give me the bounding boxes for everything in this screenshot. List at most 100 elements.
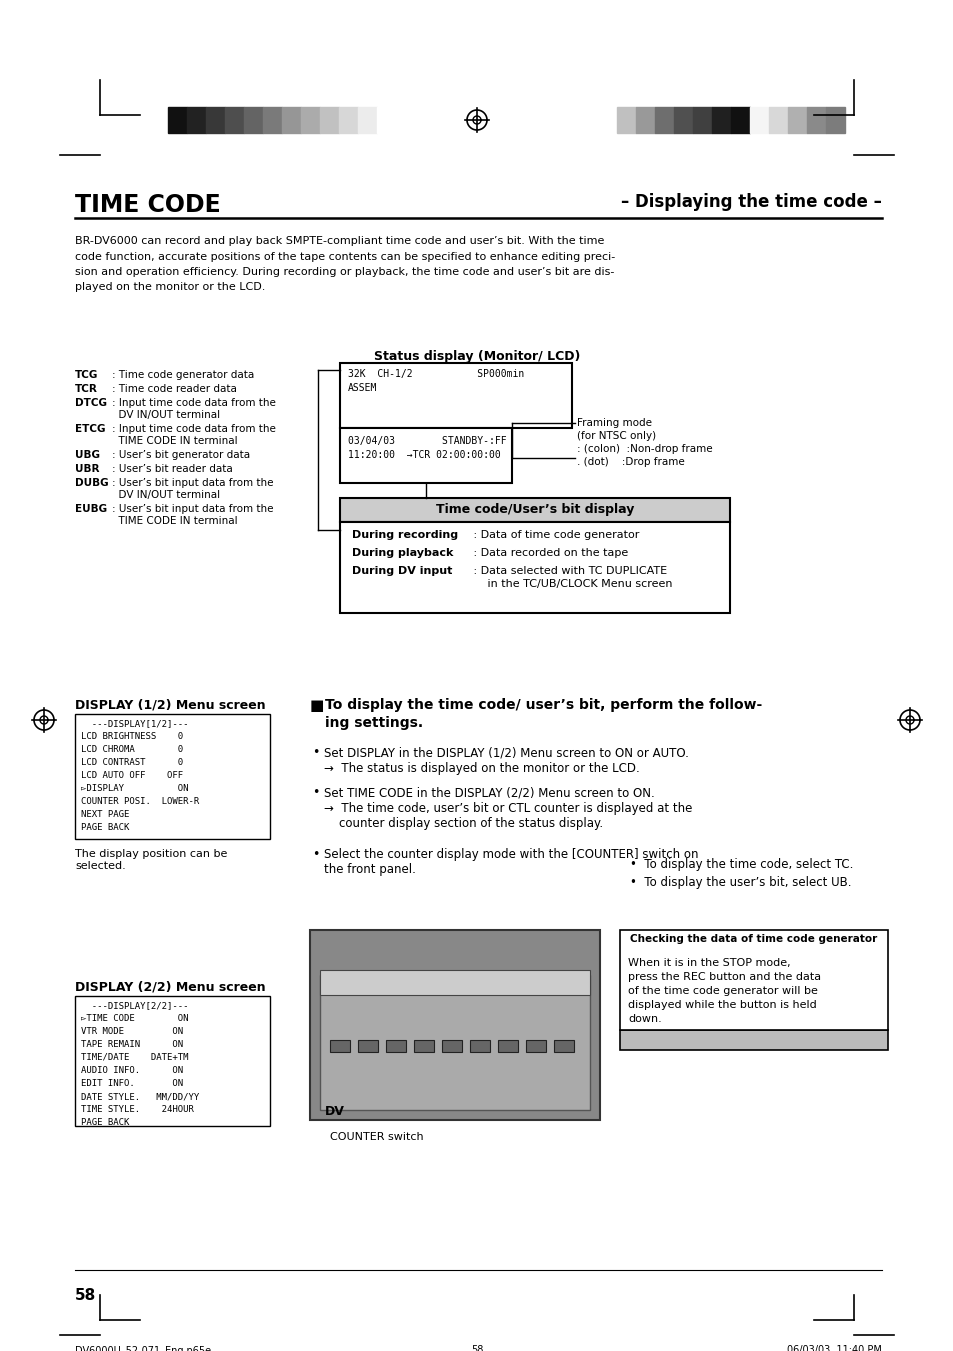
Text: The display position can be
selected.: The display position can be selected. — [75, 848, 227, 870]
Text: EUBG: EUBG — [75, 504, 107, 513]
Text: . (dot)    :Drop frame: . (dot) :Drop frame — [577, 457, 684, 467]
Text: DATE STYLE.   MM/DD/YY: DATE STYLE. MM/DD/YY — [81, 1092, 199, 1101]
Bar — [470, 1040, 490, 1052]
Text: TIME CODE IN terminal: TIME CODE IN terminal — [112, 436, 237, 446]
Bar — [339, 521, 729, 613]
Bar — [338, 107, 357, 132]
Text: To display the time code/ user’s bit, perform the follow-
ing settings.: To display the time code/ user’s bit, pe… — [325, 698, 761, 731]
Bar — [825, 107, 844, 132]
Text: : User’s bit reader data: : User’s bit reader data — [112, 463, 233, 474]
Bar — [319, 970, 589, 994]
Text: During playback: During playback — [352, 549, 453, 558]
Text: ETCG: ETCG — [75, 424, 106, 434]
Text: Framing mode: Framing mode — [577, 417, 651, 428]
Text: TCG: TCG — [75, 370, 98, 380]
Bar — [357, 1040, 377, 1052]
Text: •: • — [312, 746, 319, 759]
Text: (for NTSC only): (for NTSC only) — [577, 431, 656, 440]
Text: Set TIME CODE in the DISPLAY (2/2) Menu screen to ON.: Set TIME CODE in the DISPLAY (2/2) Menu … — [324, 786, 654, 798]
Bar — [806, 107, 825, 132]
Text: the front panel.: the front panel. — [324, 863, 416, 875]
Text: Status display (Monitor/ LCD): Status display (Monitor/ LCD) — [374, 350, 579, 363]
Bar — [187, 107, 206, 132]
Bar — [554, 1040, 574, 1052]
Bar — [75, 996, 270, 1125]
Text: DUBG: DUBG — [75, 478, 109, 488]
Text: 32K  CH-1/2           SP000min: 32K CH-1/2 SP000min — [348, 369, 524, 380]
Text: : Data of time code generator: : Data of time code generator — [470, 530, 639, 540]
Bar — [655, 107, 673, 132]
Bar — [749, 107, 768, 132]
Text: AUDIO INFO.      ON: AUDIO INFO. ON — [81, 1066, 183, 1075]
Text: TAPE REMAIN      ON: TAPE REMAIN ON — [81, 1040, 183, 1048]
Bar — [787, 107, 806, 132]
Text: : Data selected with TC DUPLICATE: : Data selected with TC DUPLICATE — [470, 566, 666, 576]
Text: Time code/User’s bit display: Time code/User’s bit display — [436, 503, 634, 516]
Text: ---DISPLAY[2/2]---: ---DISPLAY[2/2]--- — [81, 1001, 189, 1011]
Text: 06/03/03, 11:40 PM: 06/03/03, 11:40 PM — [786, 1346, 882, 1351]
Bar — [525, 1040, 545, 1052]
Text: ---DISPLAY[1/2]---: ---DISPLAY[1/2]--- — [81, 719, 189, 728]
Bar — [75, 713, 270, 839]
Text: TIME/DATE    DATE+TM: TIME/DATE DATE+TM — [81, 1052, 189, 1062]
Text: LCD BRIGHTNESS    0: LCD BRIGHTNESS 0 — [81, 732, 183, 740]
Text: •: • — [312, 848, 319, 861]
Text: DV IN/OUT terminal: DV IN/OUT terminal — [112, 490, 220, 500]
Bar — [692, 107, 711, 132]
Bar — [730, 107, 749, 132]
Bar — [386, 1040, 406, 1052]
Text: code function, accurate positions of the tape contents can be specified to enhan: code function, accurate positions of the… — [75, 251, 615, 262]
Text: – Displaying the time code –: – Displaying the time code – — [620, 193, 882, 211]
Text: DV6000U_52-071_Eng.p65e: DV6000U_52-071_Eng.p65e — [75, 1346, 211, 1351]
Text: ASSEM: ASSEM — [348, 382, 377, 393]
Text: When it is in the STOP mode,
press the REC button and the data
of the time code : When it is in the STOP mode, press the R… — [627, 958, 821, 1024]
Text: : User’s bit generator data: : User’s bit generator data — [112, 450, 250, 459]
Text: : Input time code data from the: : Input time code data from the — [112, 424, 275, 434]
Text: DV: DV — [325, 1105, 345, 1119]
Text: DISPLAY (2/2) Menu screen: DISPLAY (2/2) Menu screen — [75, 979, 265, 993]
Text: Set DISPLAY in the DISPLAY (1/2) Menu screen to ON or AUTO.: Set DISPLAY in the DISPLAY (1/2) Menu sc… — [324, 746, 688, 759]
Text: During DV input: During DV input — [352, 566, 452, 576]
Bar — [339, 428, 512, 484]
Text: LCD AUTO OFF    OFF: LCD AUTO OFF OFF — [81, 771, 183, 780]
Text: COUNTER POSI.  LOWER-R: COUNTER POSI. LOWER-R — [81, 797, 199, 807]
Text: 58: 58 — [75, 1288, 96, 1302]
Text: : User’s bit input data from the: : User’s bit input data from the — [112, 504, 274, 513]
Text: VTR MODE         ON: VTR MODE ON — [81, 1027, 183, 1036]
Text: : User’s bit input data from the: : User’s bit input data from the — [112, 478, 274, 488]
Text: ▻DISPLAY          ON: ▻DISPLAY ON — [81, 784, 189, 793]
Bar — [414, 1040, 434, 1052]
Bar — [339, 499, 729, 521]
Text: •  To display the user’s bit, select UB.: • To display the user’s bit, select UB. — [629, 875, 851, 889]
Text: EDIT INFO.       ON: EDIT INFO. ON — [81, 1079, 183, 1088]
Text: LCD CONTRAST      0: LCD CONTRAST 0 — [81, 758, 183, 767]
Text: •: • — [312, 786, 319, 798]
Text: counter display section of the status display.: counter display section of the status di… — [324, 817, 602, 830]
Bar — [330, 1040, 350, 1052]
Bar — [636, 107, 655, 132]
Text: in the TC/UB/CLOCK Menu screen: in the TC/UB/CLOCK Menu screen — [470, 580, 672, 589]
Text: NEXT PAGE: NEXT PAGE — [81, 811, 130, 819]
Text: DISPLAY (1/2) Menu screen: DISPLAY (1/2) Menu screen — [75, 698, 265, 711]
Text: PAGE BACK: PAGE BACK — [81, 1119, 130, 1127]
Bar — [301, 107, 319, 132]
Text: 58: 58 — [471, 1346, 482, 1351]
Text: sion and operation efficiency. During recording or playback, the time code and u: sion and operation efficiency. During re… — [75, 267, 614, 277]
Text: played on the monitor or the LCD.: played on the monitor or the LCD. — [75, 282, 265, 293]
Text: ▻TIME CODE        ON: ▻TIME CODE ON — [81, 1015, 189, 1023]
Text: BR-DV6000 can record and play back SMPTE-compliant time code and user’s bit. Wit: BR-DV6000 can record and play back SMPTE… — [75, 236, 604, 246]
Bar — [319, 975, 589, 1111]
Text: During recording: During recording — [352, 530, 457, 540]
Text: →  The time code, user’s bit or CTL counter is displayed at the: → The time code, user’s bit or CTL count… — [324, 802, 692, 815]
Bar — [619, 929, 887, 1029]
Bar — [376, 107, 395, 132]
Text: DTCG: DTCG — [75, 399, 107, 408]
Text: →  The status is displayed on the monitor or the LCD.: → The status is displayed on the monitor… — [324, 762, 639, 775]
Bar — [768, 107, 787, 132]
Bar — [441, 1040, 461, 1052]
Text: •  To display the time code, select TC.: • To display the time code, select TC. — [629, 858, 853, 871]
Bar — [310, 929, 599, 1120]
Bar — [619, 1029, 887, 1050]
Text: : Time code reader data: : Time code reader data — [112, 384, 236, 394]
Text: TIME CODE: TIME CODE — [75, 193, 220, 218]
